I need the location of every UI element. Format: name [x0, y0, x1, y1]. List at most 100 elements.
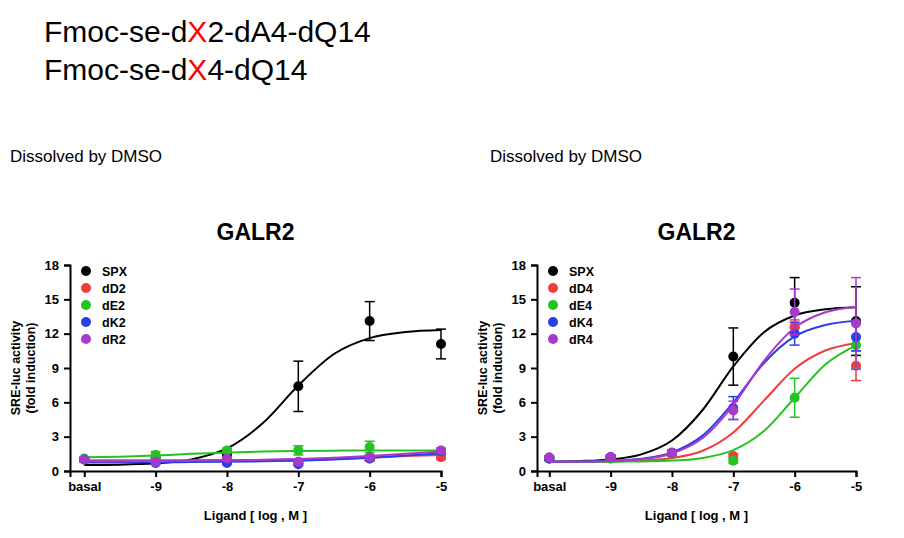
- series: [544, 278, 861, 463]
- tick-label: 15: [45, 292, 59, 307]
- legend-marker: [548, 317, 558, 327]
- header-segment: 2-dA4-dQ14: [207, 15, 370, 48]
- tick: 6: [519, 395, 537, 410]
- series: [544, 320, 861, 463]
- error-cap: [365, 440, 375, 442]
- tick-mark: [64, 265, 70, 267]
- legend-marker: [81, 266, 91, 276]
- tick-mark: [64, 436, 70, 438]
- tick-mark: [610, 471, 612, 477]
- error-cap: [728, 327, 738, 329]
- error-cap: [728, 400, 738, 402]
- tick-mark: [531, 471, 537, 473]
- tick: -5: [851, 471, 863, 494]
- tick: 18: [45, 258, 70, 273]
- error-cap: [728, 419, 738, 421]
- tick: 9: [52, 361, 70, 376]
- tick: 3: [52, 429, 70, 444]
- tick-label: -6: [789, 479, 801, 494]
- legend-label: SPX: [569, 265, 595, 279]
- legend-label: dR4: [569, 333, 593, 347]
- error-bar: [293, 446, 303, 455]
- series: [544, 321, 861, 464]
- legend-label: dK2: [102, 316, 126, 330]
- error-bar: [436, 329, 446, 359]
- series: [79, 445, 446, 466]
- legend-marker: [81, 300, 91, 310]
- x-axis-label: Ligand [ log , M ]: [204, 508, 307, 523]
- header-line: Fmoc-se-dX4-dQ14: [44, 53, 307, 86]
- point: [293, 381, 303, 391]
- point: [222, 453, 232, 463]
- tick-label: 6: [519, 395, 526, 410]
- legend-label: dD2: [102, 282, 126, 296]
- y-axis-label: (fold induction): [491, 323, 505, 414]
- error-cap: [851, 277, 861, 279]
- error-cap: [436, 328, 446, 330]
- tick: -7: [728, 471, 740, 494]
- error-cap: [293, 411, 303, 413]
- tick: -8: [667, 471, 679, 494]
- tick-mark: [84, 471, 86, 477]
- error-cap: [790, 378, 800, 380]
- point: [606, 452, 616, 462]
- page: Fmoc-se-dX2-dA4-dQ14 Fmoc-se-dX4-dQ14 Diss…: [0, 0, 904, 538]
- fit-curve: [549, 345, 856, 462]
- series: [544, 322, 861, 465]
- tick-label: 12: [45, 326, 59, 341]
- point: [790, 393, 800, 403]
- tick-label: basal: [68, 479, 101, 494]
- error-bar: [790, 289, 800, 335]
- tick-label: -5: [851, 479, 863, 494]
- tick: 0: [52, 464, 70, 479]
- tick-label: 12: [512, 326, 526, 341]
- tick: -6: [364, 471, 376, 494]
- error-cap: [851, 380, 861, 382]
- error-cap: [436, 358, 446, 360]
- axis-line: [531, 266, 538, 472]
- legend-label: SPX: [102, 265, 128, 279]
- error-bar: [728, 401, 738, 419]
- tick-label: -9: [150, 479, 162, 494]
- point: [79, 455, 89, 465]
- tick-mark: [531, 265, 537, 267]
- title: GALR2: [217, 219, 295, 245]
- point: [293, 445, 303, 455]
- tick-label: -7: [293, 479, 305, 494]
- error-bar: [728, 328, 738, 385]
- header-segment: X: [187, 15, 207, 48]
- error-cap: [790, 344, 800, 346]
- point: [544, 452, 554, 462]
- legend-marker: [548, 300, 558, 310]
- chart: Dissolved by DMSO GALR2 0 3 6 9 12 15 18 basal -9 -…: [9, 147, 447, 523]
- series: [79, 441, 446, 463]
- tick: 3: [519, 429, 537, 444]
- header-line: Fmoc-se-dX2-dA4-dQ14: [44, 15, 371, 48]
- error-bar: [293, 361, 303, 411]
- fit-curve: [549, 343, 856, 462]
- tick-label: basal: [533, 479, 566, 494]
- axis-line: [538, 472, 857, 478]
- point: [79, 455, 89, 465]
- legend: SPXdD2dE2dK2dR2: [81, 265, 128, 347]
- y-axis: 0369121518: [512, 258, 538, 479]
- tick: 15: [512, 292, 537, 307]
- y-axis: 0 3 6 9 12 15 18: [45, 258, 71, 479]
- tick-mark: [794, 471, 796, 477]
- tick: 6: [52, 395, 70, 410]
- tick: 18: [512, 258, 537, 273]
- tick-label: 18: [512, 258, 526, 273]
- tick-mark: [531, 299, 537, 301]
- legend-marker: [548, 283, 558, 293]
- tick-label: 6: [52, 395, 59, 410]
- subtitle: Dissolved by DMSO: [10, 147, 162, 166]
- point: [667, 448, 677, 458]
- fit-curve: [84, 452, 441, 462]
- tick-mark: [531, 436, 537, 438]
- fit-curve: [549, 307, 856, 461]
- tick-label: -5: [436, 479, 448, 494]
- point: [293, 457, 303, 467]
- header-segment: X: [187, 53, 207, 86]
- series: [79, 452, 446, 467]
- error-cap: [728, 384, 738, 386]
